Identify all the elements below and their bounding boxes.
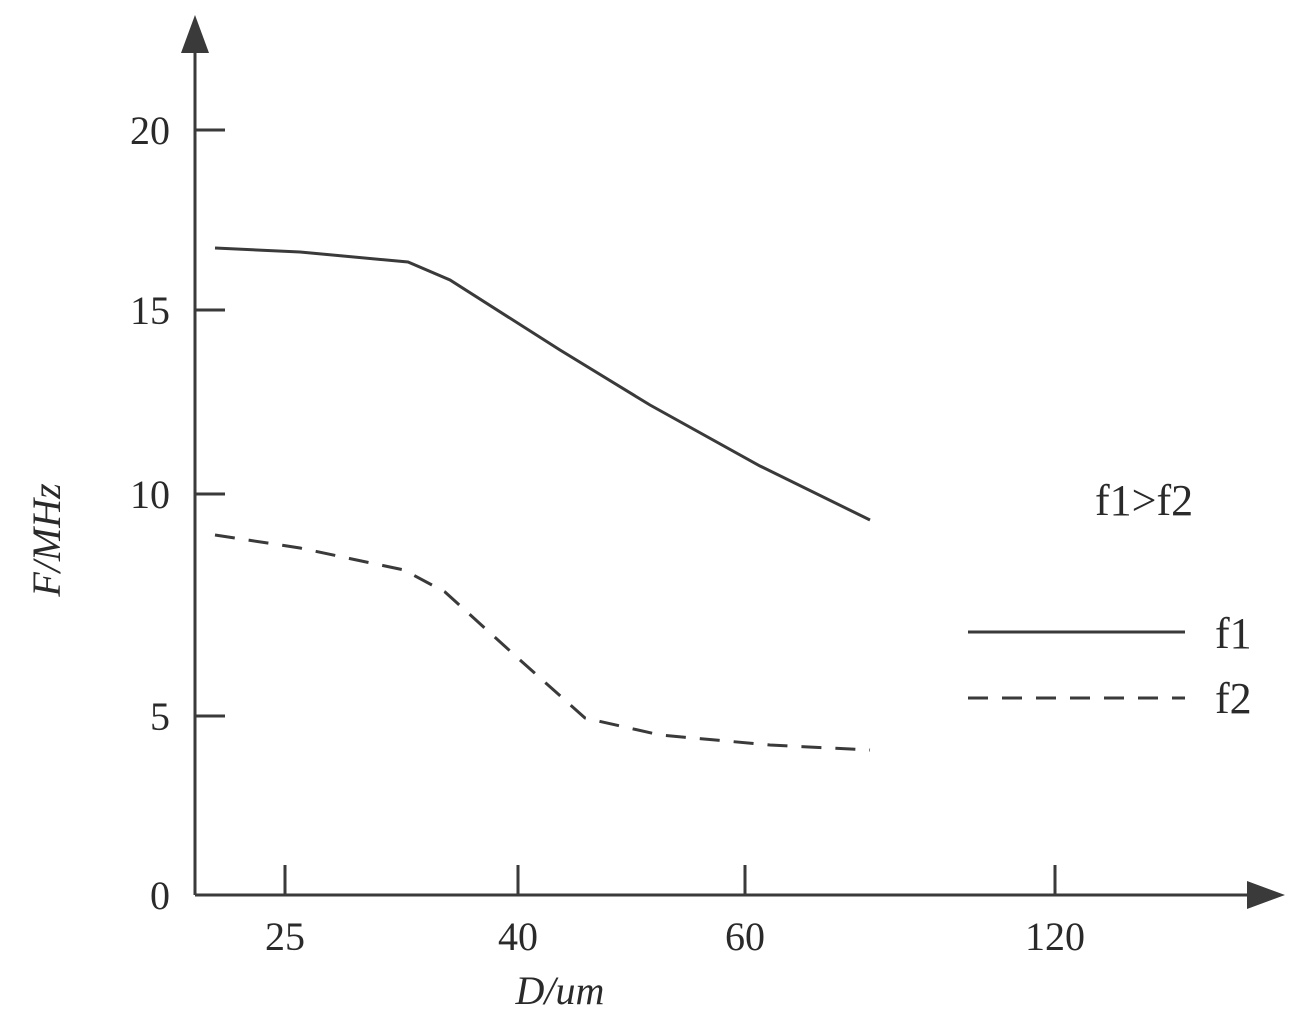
x-tick-label: 120 xyxy=(1025,914,1085,959)
x-axis-label: D/um xyxy=(515,968,605,1013)
legend-label-f2: f2 xyxy=(1215,674,1252,723)
chart-container: 0 5 10 15 20 25 40 60 120 F/MHz D/um f1>f2 f1 f2 xyxy=(0,0,1298,1024)
series-f2 xyxy=(215,535,870,750)
x-tick-label: 25 xyxy=(265,914,305,959)
y-axis-label: F/MHz xyxy=(24,483,69,598)
y-tick-label: 10 xyxy=(130,472,170,517)
y-tick-label: 0 xyxy=(150,873,170,918)
x-tick-label: 40 xyxy=(498,914,538,959)
series-f1 xyxy=(215,248,870,520)
y-axis-arrow xyxy=(181,15,209,53)
y-tick-label: 15 xyxy=(130,288,170,333)
legend-label-f1: f1 xyxy=(1215,609,1252,658)
annotation-text: f1>f2 xyxy=(1095,476,1193,525)
x-tick-label: 60 xyxy=(725,914,765,959)
y-tick-label: 20 xyxy=(130,108,170,153)
line-chart: 0 5 10 15 20 25 40 60 120 F/MHz D/um f1>f2 f1 f2 xyxy=(0,0,1298,1024)
x-axis-arrow xyxy=(1247,881,1285,909)
y-tick-label: 5 xyxy=(150,694,170,739)
